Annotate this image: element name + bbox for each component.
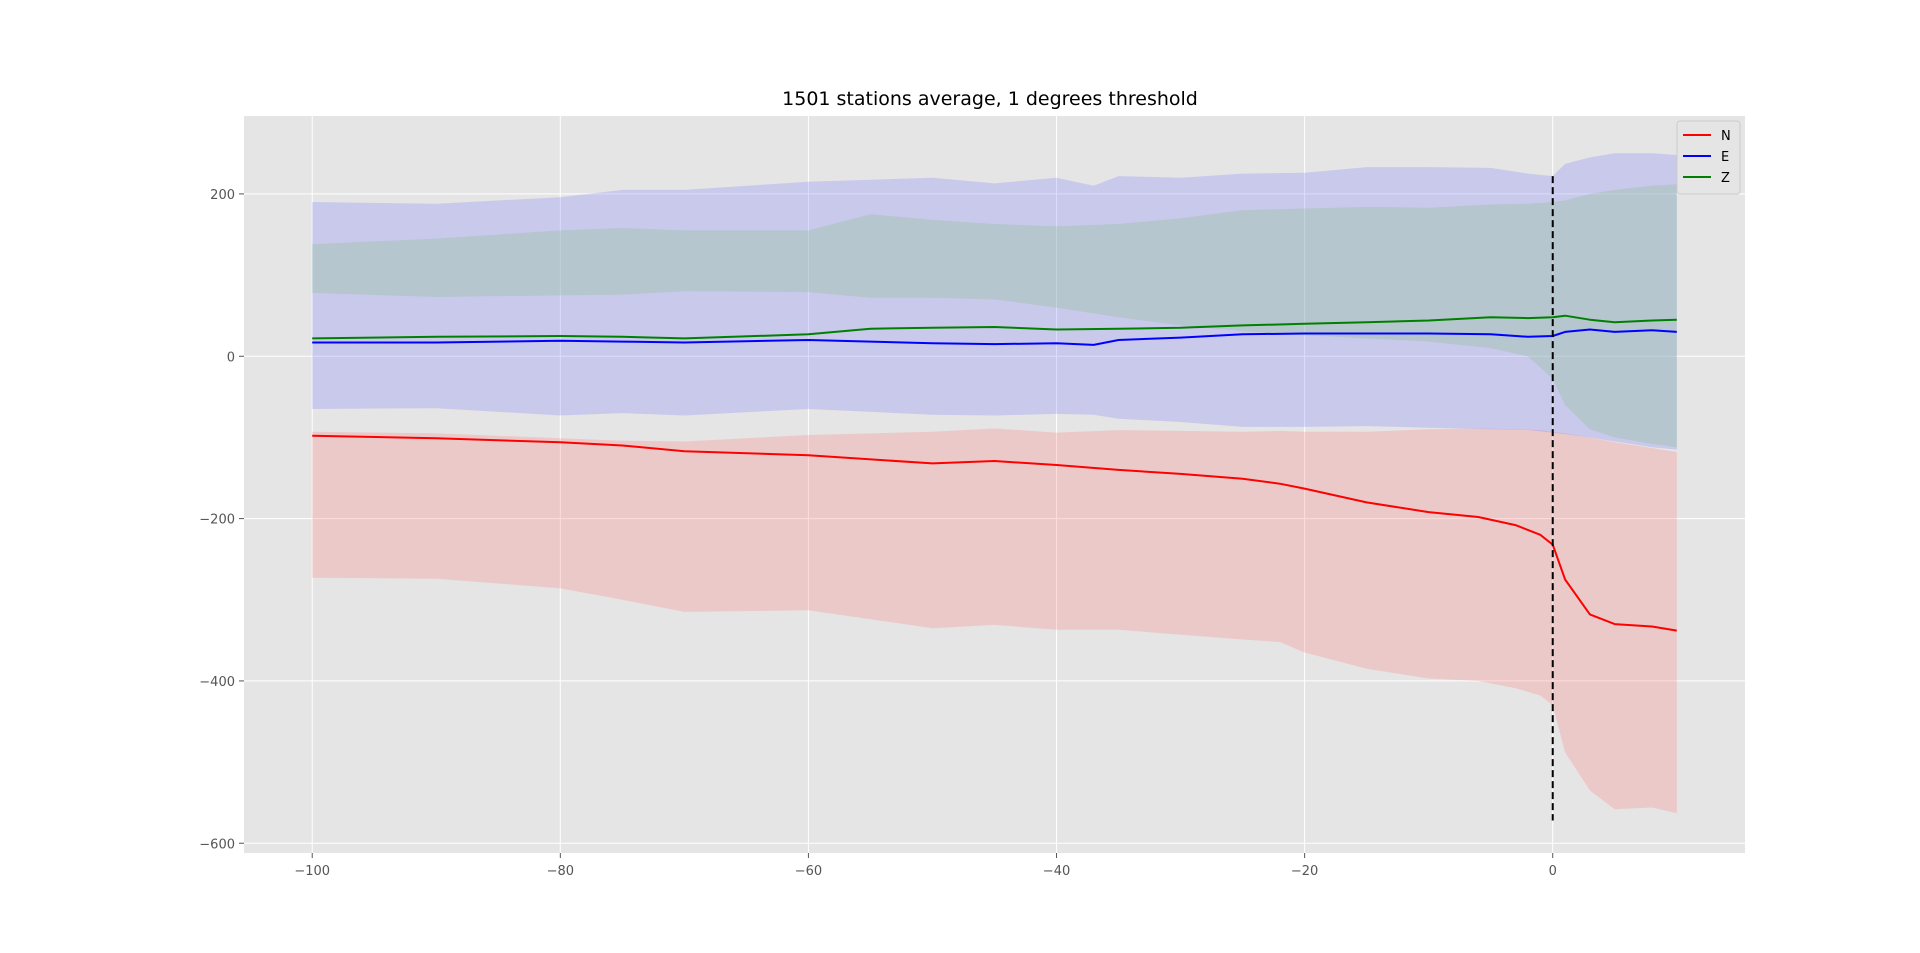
band-n [312, 428, 1677, 814]
y-tick-label: 0 [227, 350, 235, 365]
legend: NEZ [1676, 120, 1741, 195]
y-tick-label: 200 [210, 188, 235, 203]
y-tick-label: −400 [199, 675, 235, 690]
x-tick-label: −40 [1043, 864, 1070, 879]
band-z [312, 184, 1677, 448]
legend-label-n: N [1721, 129, 1731, 144]
y-tick-label: −600 [199, 837, 235, 852]
series-line-n [312, 434, 1677, 632]
legend-label-z: Z [1721, 171, 1730, 186]
series-line-z [312, 314, 1677, 340]
x-tick-label: −80 [547, 864, 574, 879]
confidence-bands [312, 153, 1677, 814]
band-e [312, 153, 1677, 450]
legend-label-e: E [1721, 150, 1729, 165]
y-tick-label: −200 [199, 513, 235, 528]
grid-lines [244, 116, 1745, 853]
x-tick-label: −100 [294, 864, 330, 879]
x-tick-label: −20 [1291, 864, 1318, 879]
chart-title: 1501 stations average, 1 degrees thresho… [782, 88, 1198, 110]
plot-area [244, 116, 1745, 853]
x-tick-label: 0 [1549, 864, 1557, 879]
series-lines [312, 314, 1677, 632]
series-line-e [312, 328, 1677, 346]
x-tick-label: −60 [795, 864, 822, 879]
legend-box [1676, 120, 1741, 195]
